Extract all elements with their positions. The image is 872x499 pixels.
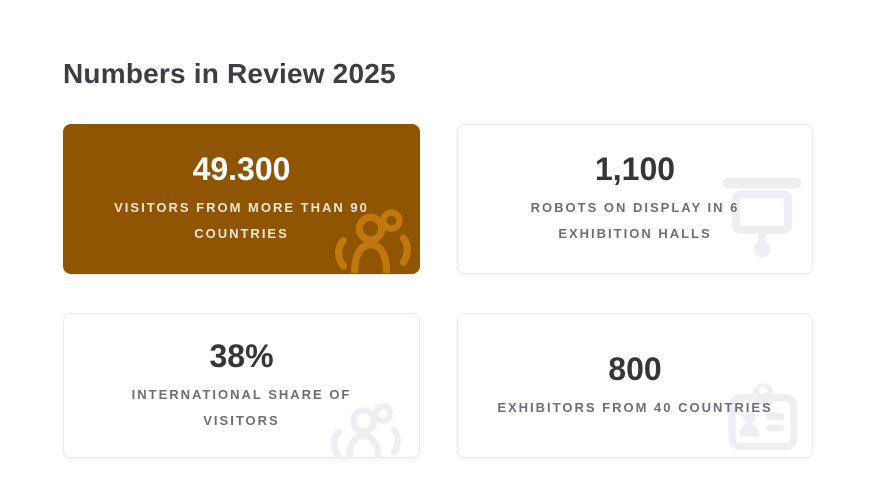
people-group-icon (329, 401, 403, 457)
numbers-in-review-section: Numbers in Review 2025 49.300 VISITORS F… (63, 0, 813, 458)
people-group-icon (333, 207, 413, 273)
stat-card-robots: 1,100 ROBOTS ON DISPLAY IN 6 EXHIBITION … (457, 124, 813, 274)
stat-label: INTERNATIONAL SHARE OF VISITORS (131, 386, 352, 428)
stat-value: 800 (608, 350, 662, 387)
stat-value: 38% (209, 337, 274, 374)
stats-grid: 49.300 VISITORS FROM MORE THAN 90 COUNTR… (63, 124, 813, 458)
stat-label: EXHIBITORS FROM 40 COUNTRIES (497, 399, 773, 415)
stat-card-international-share: 38% INTERNATIONAL SHARE OF VISITORS (63, 313, 420, 458)
stat-card-visitors: 49.300 VISITORS FROM MORE THAN 90 COUNTR… (63, 124, 420, 274)
stat-label: ROBOTS ON DISPLAY IN 6 EXHIBITION HALLS (530, 200, 740, 241)
id-badge-icon (727, 379, 799, 451)
presentation-screen-icon (720, 176, 804, 260)
stat-card-exhibitors: 800 EXHIBITORS FROM 40 COUNTRIES (457, 313, 813, 458)
page-title: Numbers in Review 2025 (63, 58, 396, 89)
stat-label: VISITORS FROM MORE THAN 90 COUNTRIES (114, 200, 369, 241)
stat-value: 49.300 (192, 151, 291, 187)
stat-value: 1,100 (594, 151, 676, 187)
